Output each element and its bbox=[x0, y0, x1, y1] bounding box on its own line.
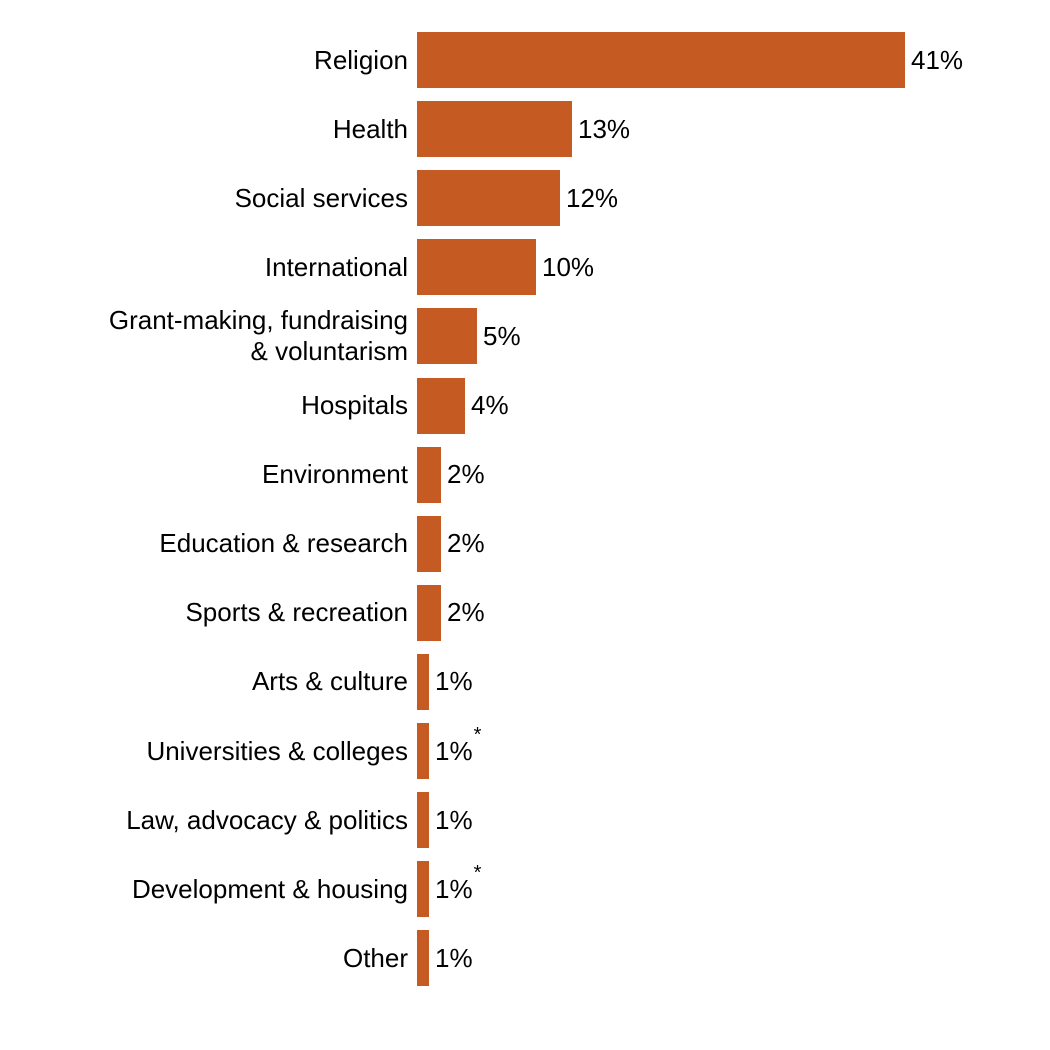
bar bbox=[417, 930, 429, 987]
category-label: Health bbox=[332, 113, 408, 144]
value-label: 2% bbox=[447, 516, 485, 572]
category-label: Grant-making, fundraising & voluntarism bbox=[108, 305, 408, 367]
bar-row: Other 1% bbox=[0, 930, 1050, 987]
value-label: 10% bbox=[542, 239, 594, 295]
bar-row: Health 13% bbox=[0, 101, 1050, 158]
value-label: 5% bbox=[483, 308, 521, 364]
bar bbox=[417, 101, 572, 158]
bar-row: Religion 41% bbox=[0, 32, 1050, 88]
value-label: 12% bbox=[566, 170, 618, 226]
bar-row: Grant-making, fundraising & voluntarism 5… bbox=[0, 305, 1050, 367]
category-label: Education & research bbox=[159, 528, 408, 559]
value-text: 5% bbox=[483, 320, 521, 351]
value-text: 1% bbox=[435, 804, 473, 835]
category-label: Arts & culture bbox=[251, 666, 408, 697]
category-label: Environment bbox=[262, 459, 408, 490]
value-text: 2% bbox=[447, 528, 485, 559]
category-label: Social services bbox=[234, 182, 408, 213]
category-label: Universities & colleges bbox=[146, 735, 408, 766]
bar bbox=[417, 723, 429, 779]
bar bbox=[417, 792, 429, 849]
value-label: 4% bbox=[471, 378, 509, 434]
bar bbox=[417, 653, 429, 710]
category-label: Religion bbox=[314, 44, 408, 75]
bar bbox=[417, 32, 905, 88]
value-text: 1% bbox=[435, 942, 473, 973]
value-label: 1% * bbox=[435, 723, 481, 779]
value-text: 12% bbox=[566, 182, 619, 213]
value-label: 13% bbox=[578, 101, 630, 157]
value-text: 2% bbox=[447, 597, 485, 628]
category-label: International bbox=[264, 251, 408, 282]
value-text: 13% bbox=[578, 113, 631, 144]
value-label: 41% bbox=[911, 32, 963, 88]
bar bbox=[417, 584, 441, 641]
value-text: 4% bbox=[471, 390, 509, 420]
bar bbox=[417, 515, 441, 572]
value-label: 2% bbox=[447, 585, 485, 641]
footnote-asterisk: * bbox=[473, 861, 482, 884]
bar-row: Social services 12% bbox=[0, 170, 1050, 227]
value-label: 1% * bbox=[435, 861, 481, 917]
bar bbox=[417, 239, 536, 296]
value-text: 2% bbox=[447, 459, 485, 490]
value-label: 1% bbox=[435, 654, 473, 710]
bar bbox=[417, 446, 441, 503]
bar bbox=[417, 377, 465, 434]
footnote-asterisk: * bbox=[473, 723, 482, 746]
bar-row: Development & housing 1% * bbox=[0, 861, 1050, 918]
value-text: 1% bbox=[435, 873, 473, 904]
value-text: 41% bbox=[911, 44, 964, 75]
bar-row: Universities & colleges 1% * bbox=[0, 723, 1050, 779]
category-label: Hospitals bbox=[301, 390, 408, 420]
bar bbox=[417, 170, 560, 227]
value-label: 1% bbox=[435, 792, 473, 848]
category-label: Other bbox=[342, 942, 408, 973]
category-label: Sports & recreation bbox=[185, 597, 408, 628]
bar-row: International 10% bbox=[0, 239, 1050, 296]
bar-row: Sports & recreation 2% bbox=[0, 584, 1050, 641]
bar-row: Environment 2% bbox=[0, 446, 1050, 503]
value-label: 1% bbox=[435, 930, 473, 986]
bar bbox=[417, 861, 429, 918]
bar-row: Law, advocacy & politics 1% bbox=[0, 792, 1050, 849]
bar-row: Hospitals 4% bbox=[0, 377, 1050, 434]
bar bbox=[417, 308, 477, 365]
bar-row: Education & research 2% bbox=[0, 515, 1050, 572]
category-label: Development & housing bbox=[131, 873, 408, 904]
value-text: 1% bbox=[435, 735, 473, 766]
value-label: 2% bbox=[447, 447, 485, 503]
bar-row: Arts & culture 1% bbox=[0, 653, 1050, 710]
category-label: Law, advocacy & politics bbox=[126, 804, 408, 835]
value-text: 1% bbox=[435, 666, 473, 697]
value-text: 10% bbox=[542, 251, 595, 282]
